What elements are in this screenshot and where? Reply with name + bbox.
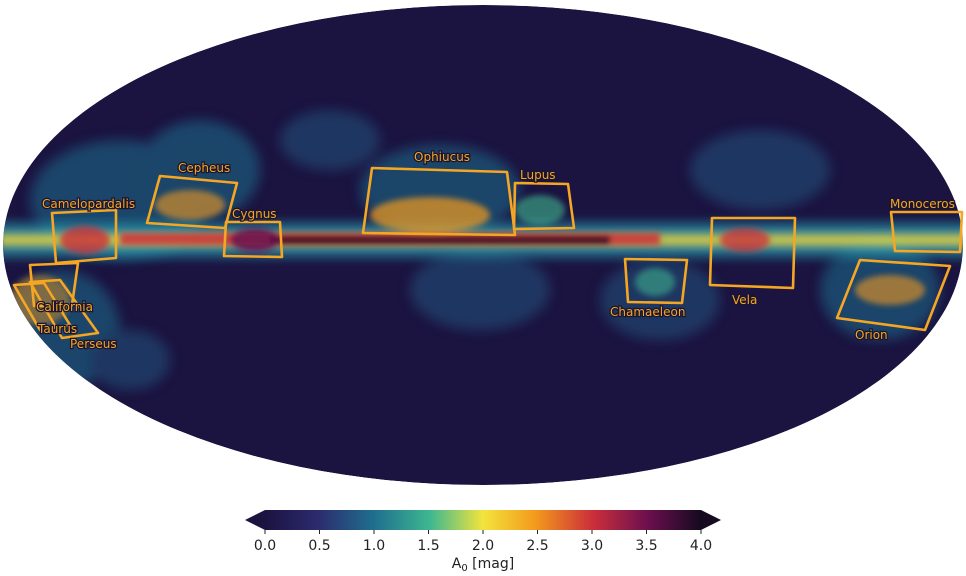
- region-label-vela: Vela: [732, 293, 757, 307]
- region-box-california: [28, 261, 80, 308]
- region-label-camelopardalis: Camelopardalis: [42, 197, 135, 211]
- colorbar-tick-label: 1.0: [363, 538, 385, 554]
- region-box-orion: [835, 258, 952, 332]
- colorbar: 0.0 0.5 1.0 1.5 2.0 2.5 3.0 3.5 4.0 A0 [mag]: [245, 510, 721, 574]
- colorbar-tick-label: 2.0: [472, 538, 494, 554]
- region-box-ophiucus: [361, 166, 517, 237]
- region-box-monoceros: [889, 210, 964, 254]
- colorbar-extend-high: [701, 510, 721, 530]
- region-box-taurus: [12, 281, 72, 332]
- region-box-vela: [708, 216, 797, 290]
- region-box-chamaeleon: [623, 257, 689, 305]
- region-label-monoceros: Monoceros: [890, 197, 955, 211]
- region-boxes: [12, 166, 964, 340]
- region-label-cepheus: Cepheus: [178, 161, 230, 175]
- sky-map: [3, 5, 963, 485]
- colorbar-ticks: 0.0 0.5 1.0 1.5 2.0 2.5 3.0 3.5 4.0: [254, 530, 712, 554]
- region-labels: Cepheus Ophiucus Lupus Camelopardalis Cy…: [35, 149, 956, 353]
- region-box-lupus: [512, 181, 576, 231]
- colorbar-extend-low: [245, 510, 265, 530]
- region-label-orion: Orion: [855, 328, 888, 342]
- colorbar-label-unit: [mag]: [468, 556, 514, 572]
- colorbar-tick-label: 4.0: [690, 538, 712, 554]
- colorbar-tick-label: 0.0: [254, 538, 276, 554]
- colorbar-label: A0 [mag]: [452, 556, 514, 574]
- colorbar-tick-label: 3.0: [581, 538, 603, 554]
- colorbar-gradient: [265, 510, 701, 530]
- colorbar-tick-label: 0.5: [308, 538, 330, 554]
- region-label-california: California: [36, 300, 93, 314]
- colorbar-tick-label: 3.5: [635, 538, 657, 554]
- region-label-ophiucus: Ophiucus: [414, 150, 470, 164]
- region-label-taurus: Taurus: [37, 322, 77, 336]
- colorbar-label-sub: 0: [461, 563, 467, 574]
- region-label-lupus: Lupus: [520, 168, 556, 182]
- colorbar-label-main: A: [452, 556, 462, 572]
- region-box-camelopardalis: [50, 208, 118, 265]
- region-label-perseus: Perseus: [70, 337, 117, 351]
- dense-plane-core: [10, 190, 925, 325]
- region-label-chamaeleon: Chamaeleon: [610, 305, 685, 319]
- region-box-perseus: [28, 278, 100, 340]
- region-label-cygnus: Cygnus: [232, 207, 277, 221]
- colorbar-tick-label: 2.5: [526, 538, 548, 554]
- colorbar-tick-label: 1.5: [417, 538, 439, 554]
- region-box-cygnus: [222, 220, 284, 259]
